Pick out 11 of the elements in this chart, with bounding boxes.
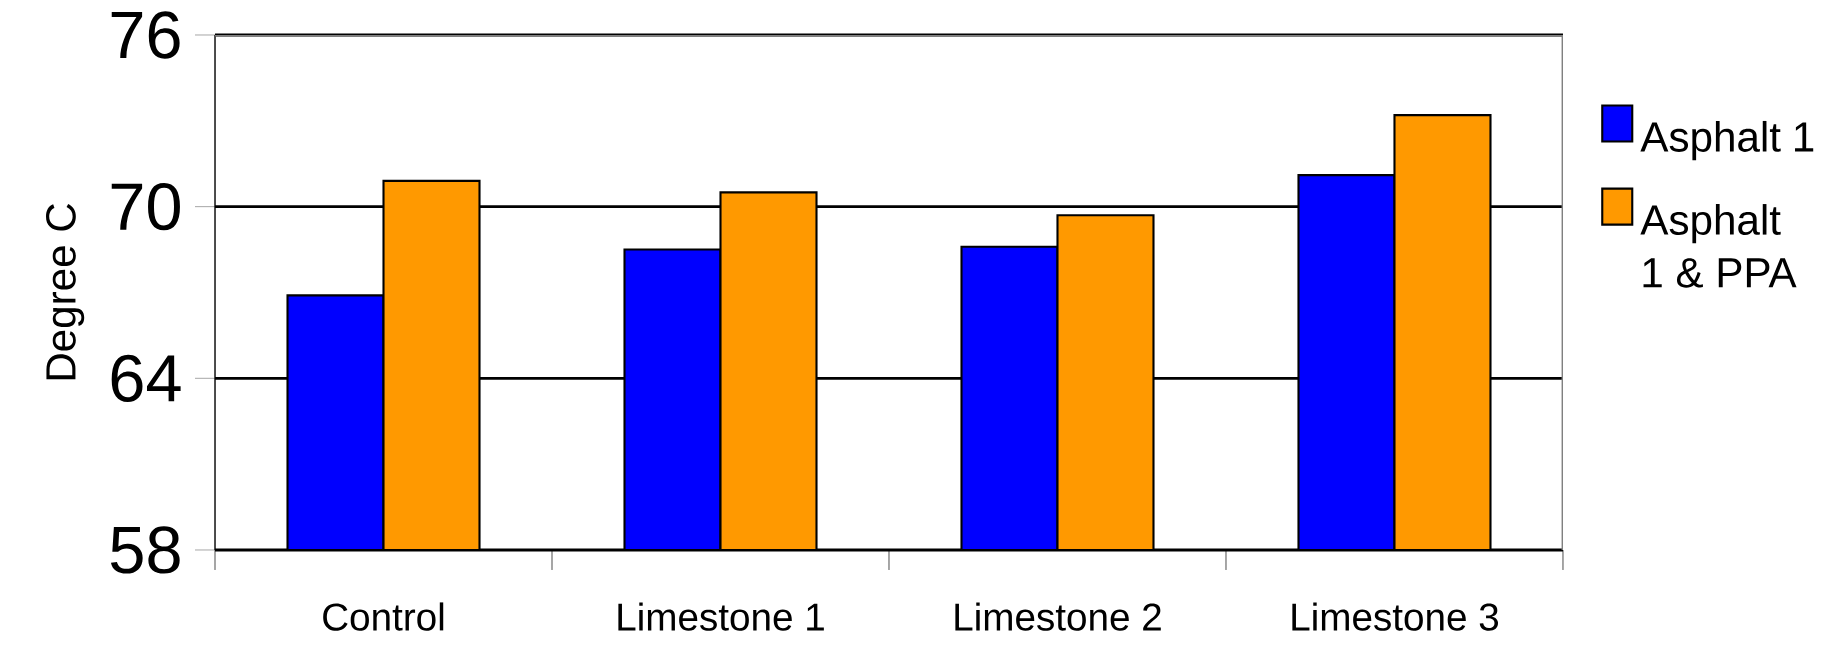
- y-tick-label: 76: [111, 11, 180, 59]
- x-tick-label: Limestone 2: [955, 602, 1161, 631]
- y-tick-label: 58: [110, 526, 180, 574]
- y-tick-label: 70: [111, 183, 180, 231]
- y-tick-label: 64: [111, 354, 181, 402]
- legend-label: Asphalt 1 & PPA: [1640, 204, 1797, 288]
- x-tick-label: Control: [323, 602, 444, 631]
- x-tick-label: Limestone 1: [618, 602, 824, 631]
- y-axis-title: Degree C: [46, 203, 85, 380]
- x-tick-label: Limestone 3: [1292, 602, 1499, 631]
- legend-label: Asphalt 1: [1640, 120, 1814, 161]
